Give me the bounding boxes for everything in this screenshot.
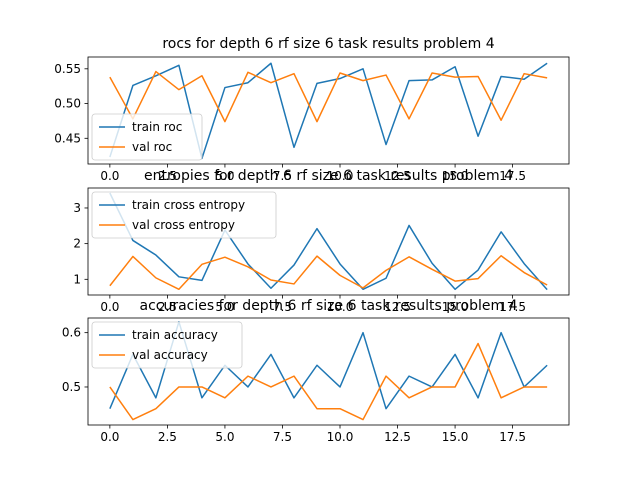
legend-label-train: train roc xyxy=(132,120,182,134)
legend-box xyxy=(91,113,203,161)
x-tick-label: 17.5 xyxy=(499,300,526,314)
subplots: rocs for depth 6 rf size 6 task results … xyxy=(54,36,570,444)
y-tick-label: 0.5 xyxy=(62,380,81,394)
x-tick-label: 5.0 xyxy=(215,430,234,444)
x-tick-label: 2.5 xyxy=(158,169,177,183)
legend-label-train: train accuracy xyxy=(132,328,218,342)
subplot-2: entropies for depth 6 rf size 6 task res… xyxy=(73,168,570,314)
x-tick-label: 10.0 xyxy=(327,430,354,444)
y-tick-label: 0.50 xyxy=(54,97,81,111)
legend-label-val: val cross entropy xyxy=(132,218,235,232)
x-tick-label: 10.0 xyxy=(327,300,354,314)
y-tick-label: 1 xyxy=(73,272,81,286)
x-tick-label: 12.5 xyxy=(384,169,411,183)
x-tick-label: 15.0 xyxy=(442,430,469,444)
x-tick-label: 12.5 xyxy=(384,430,411,444)
x-tick-label: 17.5 xyxy=(499,430,526,444)
x-tick-label: 15.0 xyxy=(442,300,469,314)
legend-box xyxy=(91,321,243,369)
legend-box xyxy=(91,191,277,239)
plot-area-frame xyxy=(87,187,570,296)
legend-label-train: train cross entropy xyxy=(132,198,245,212)
series-line-val xyxy=(109,342,548,421)
x-tick-label: 0.0 xyxy=(100,300,119,314)
series-line-train xyxy=(109,192,548,291)
subplot-3: accuracies for depth 6 rf size 6 task re… xyxy=(62,298,570,444)
y-tick-label: 3 xyxy=(73,201,81,215)
series-line-train xyxy=(109,62,548,160)
x-tick-label: 2.5 xyxy=(158,300,177,314)
series-line-val xyxy=(109,70,548,123)
legend: train accuracy val accuracy xyxy=(91,321,243,369)
x-tick-label: 5.0 xyxy=(215,300,234,314)
x-tick-label: 15.0 xyxy=(442,169,469,183)
y-tick-label: 0.6 xyxy=(62,326,81,340)
chart-title: accuracies for depth 6 rf size 6 task re… xyxy=(139,298,517,314)
plot-area-frame xyxy=(87,317,570,426)
x-tick-label: 10.0 xyxy=(327,169,354,183)
x-tick-label: 17.5 xyxy=(499,169,526,183)
x-tick-label: 7.5 xyxy=(273,430,292,444)
legend-label-val: val roc xyxy=(132,140,172,154)
plot-area-frame xyxy=(87,56,570,165)
series-line-val xyxy=(109,255,548,291)
x-tick-label: 2.5 xyxy=(158,430,177,444)
y-tick-label: 0.55 xyxy=(54,62,81,76)
y-tick-label: 0.45 xyxy=(54,131,81,145)
x-tick-label: 0.0 xyxy=(100,169,119,183)
legend: train roc val roc xyxy=(91,113,203,161)
y-tick-label: 2 xyxy=(73,237,81,251)
subplot-1: rocs for depth 6 rf size 6 task results … xyxy=(54,36,570,183)
chart-title: rocs for depth 6 rf size 6 task results … xyxy=(162,36,494,52)
chart-title: entropies for depth 6 rf size 6 task res… xyxy=(144,168,513,184)
x-tick-label: 0.0 xyxy=(100,430,119,444)
legend-label-val: val accuracy xyxy=(132,348,208,362)
legend: train cross entropy val cross entropy xyxy=(91,191,277,239)
x-tick-label: 7.5 xyxy=(273,300,292,314)
x-tick-label: 12.5 xyxy=(384,300,411,314)
x-tick-label: 5.0 xyxy=(215,169,234,183)
x-tick-label: 7.5 xyxy=(273,169,292,183)
